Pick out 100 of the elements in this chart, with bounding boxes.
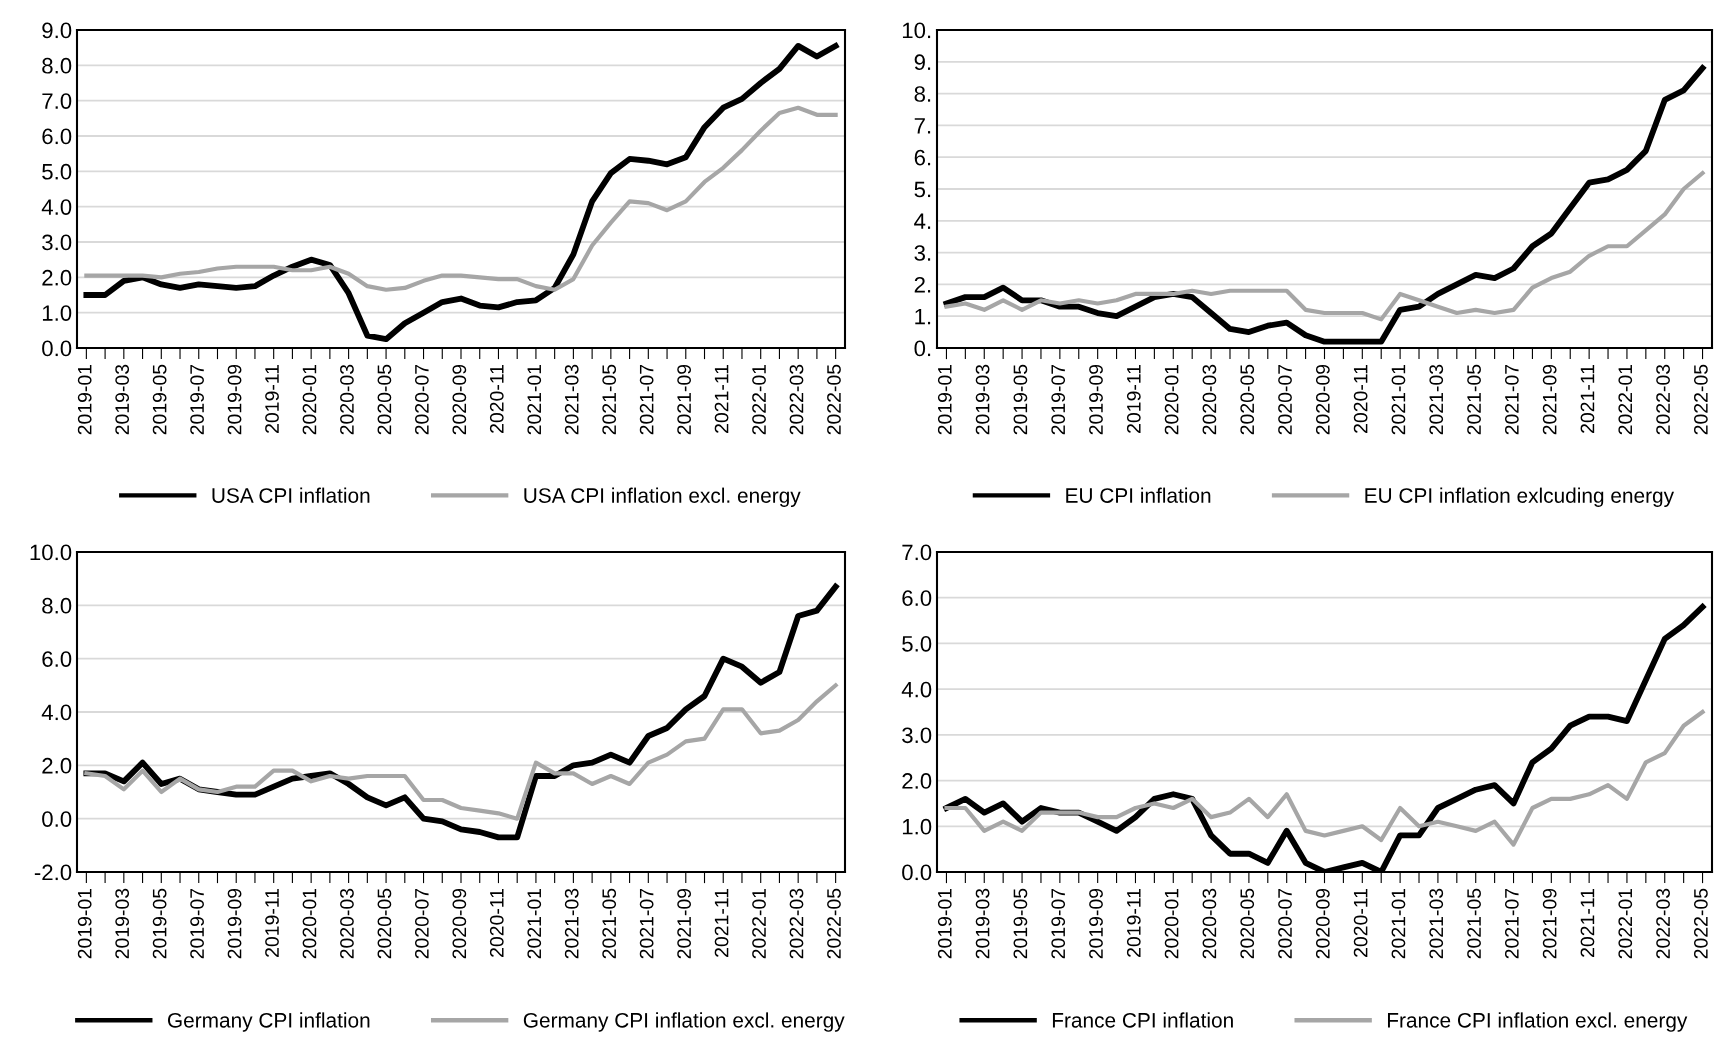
y-tick-label: 5.0 (902, 635, 932, 652)
x-tick-label: 2019-03 (975, 888, 990, 959)
x-tick-label: 2020-09 (452, 364, 467, 435)
x-tick-label: 2020-03 (1202, 364, 1217, 435)
x-tick-label: 2020-09 (1315, 888, 1330, 959)
y-tick-label: 6. (914, 149, 931, 166)
y-tick-label: 4.0 (41, 704, 72, 721)
line-series (944, 171, 1705, 322)
y-tick-label: 1. (915, 308, 931, 325)
x-tick-label: 2022-01 (752, 888, 766, 959)
x-tick-label: 2020-01 (302, 888, 317, 959)
x-tick-label: 2019-11 (1126, 888, 1141, 957)
y-tick-label: 5.0 (42, 163, 72, 180)
x-tick-label: 2020-07 (1278, 888, 1292, 959)
x-tick-label: 2021-03 (1429, 888, 1444, 959)
x-tick-label: 2022-03 (789, 364, 804, 435)
y-tick-label: 0.0 (902, 864, 932, 881)
y-tick-label: 8.0 (42, 57, 72, 74)
x-tick-label: 2019-01 (937, 888, 952, 959)
y-tick-label: 3. (914, 245, 931, 261)
x-tick-label: 2021-09 (677, 888, 691, 959)
x-tick-label: 2019-01 (77, 888, 92, 959)
x-tick-label: 2021-11 (714, 888, 729, 957)
x-tick-label: 2019-09 (1089, 364, 1103, 435)
x-tick-label: 2021-03 (564, 364, 579, 435)
x-tick-label: 2021-01 (1391, 364, 1406, 435)
x-tick-label: 2021-09 (677, 364, 691, 435)
x-tick-label: 2022-01 (752, 364, 766, 435)
x-tick-label: 2021-05 (1467, 888, 1481, 959)
x-tick-label: 2019-05 (152, 364, 167, 435)
legend-label: France CPI inflation excl. energy (1387, 1012, 1688, 1032)
y-tick-label: 10.0 (30, 544, 72, 561)
x-tick-label: 2019-07 (190, 364, 204, 435)
x-tick-label: 2022-05 (1694, 364, 1708, 435)
x-tick-label: 2020-07 (414, 888, 429, 959)
legend-label: USA CPI inflation (212, 487, 370, 503)
y-tick-label: 7. (914, 118, 931, 134)
y-tick-label: 9. (914, 54, 931, 71)
x-tick-label: 2022-01 (1618, 888, 1633, 959)
x-tick-label: 2019-01 (77, 364, 92, 435)
x-tick-label: 2019-11 (265, 364, 279, 433)
x-tick-label: 2020-01 (1164, 364, 1179, 435)
y-tick-label: 3.0 (902, 727, 932, 744)
y-tick-label: 1.0 (902, 818, 932, 835)
y-tick-label: 8. (914, 86, 931, 102)
x-tick-label: 2019-05 (152, 888, 167, 959)
x-tick-label: 2020-03 (1202, 888, 1217, 959)
x-tick-label: 2021-11 (1580, 364, 1595, 433)
y-tick-label: 6.0 (42, 651, 72, 667)
y-tick-label: 2. (914, 276, 931, 293)
x-tick-label: 2019-03 (115, 888, 130, 959)
y-tick-label: 7.0 (42, 93, 72, 109)
y-tick-label: 6.0 (902, 590, 932, 606)
x-tick-label: 2020-03 (340, 364, 354, 435)
x-tick-label: 2021-03 (564, 888, 579, 959)
x-tick-label: 2021-09 (1542, 888, 1557, 959)
x-tick-label: 2022-03 (1656, 364, 1670, 435)
y-tick-label: 0.0 (42, 340, 72, 357)
x-tick-label: 2020-05 (377, 888, 392, 959)
x-tick-label: 2022-05 (827, 888, 841, 959)
legend-label: Germany CPI inflation (167, 1012, 370, 1032)
x-tick-label: 2019-03 (115, 364, 130, 435)
y-tick-label: 4.0 (41, 199, 72, 215)
y-tick-label: 2.0 (42, 757, 72, 774)
x-tick-label: 2020-01 (1164, 888, 1179, 959)
x-tick-label: 2022-03 (789, 888, 804, 959)
x-tick-label: 2019-11 (1126, 364, 1141, 433)
x-tick-label: 2020-09 (1315, 364, 1330, 435)
y-tick-label: 6.0 (42, 128, 72, 145)
y-tick-label: 8.0 (42, 597, 72, 614)
y-tick-label: 5. (914, 181, 931, 198)
x-tick-label: 2019-01 (937, 364, 952, 435)
y-tick-label: -2.0 (34, 864, 72, 881)
x-tick-label: 2021-05 (602, 364, 617, 435)
y-tick-label: 1.0 (42, 305, 72, 321)
x-tick-label: 2021-09 (1542, 364, 1557, 435)
x-tick-label: 2022-03 (1656, 888, 1670, 959)
x-tick-label: 2021-11 (1580, 888, 1595, 957)
legend-label: EU CPI inflation (1066, 487, 1211, 503)
x-tick-label: 2019-07 (1051, 888, 1066, 959)
x-tick-label: 2022-01 (1618, 364, 1633, 435)
x-tick-label: 2022-05 (1694, 888, 1708, 959)
x-tick-label: 2019-09 (227, 888, 242, 959)
y-tick-label: 0.0 (42, 811, 72, 827)
x-tick-label: 2021-05 (1467, 364, 1481, 435)
x-tick-label: 2020-11 (489, 364, 504, 433)
x-tick-label: 2021-01 (527, 888, 542, 959)
y-tick-label: 9.0 (42, 22, 72, 39)
x-tick-label: 2020-11 (489, 888, 504, 957)
x-tick-label: 2019-07 (190, 888, 204, 959)
y-tick-label: 4.0 (901, 681, 932, 698)
legend-label: Germany CPI inflation excl. energy (523, 1012, 845, 1032)
y-tick-label: 2.0 (42, 269, 72, 286)
x-tick-label: 2020-11 (1353, 888, 1368, 957)
x-tick-label: 2021-01 (527, 364, 542, 435)
x-tick-label: 2020-07 (1278, 364, 1292, 435)
legend-label: EU CPI inflation exlcuding energy (1365, 487, 1674, 508)
x-tick-label: 2021-01 (1391, 888, 1406, 959)
x-tick-label: 2019-05 (1013, 364, 1028, 435)
line-series (84, 105, 838, 292)
